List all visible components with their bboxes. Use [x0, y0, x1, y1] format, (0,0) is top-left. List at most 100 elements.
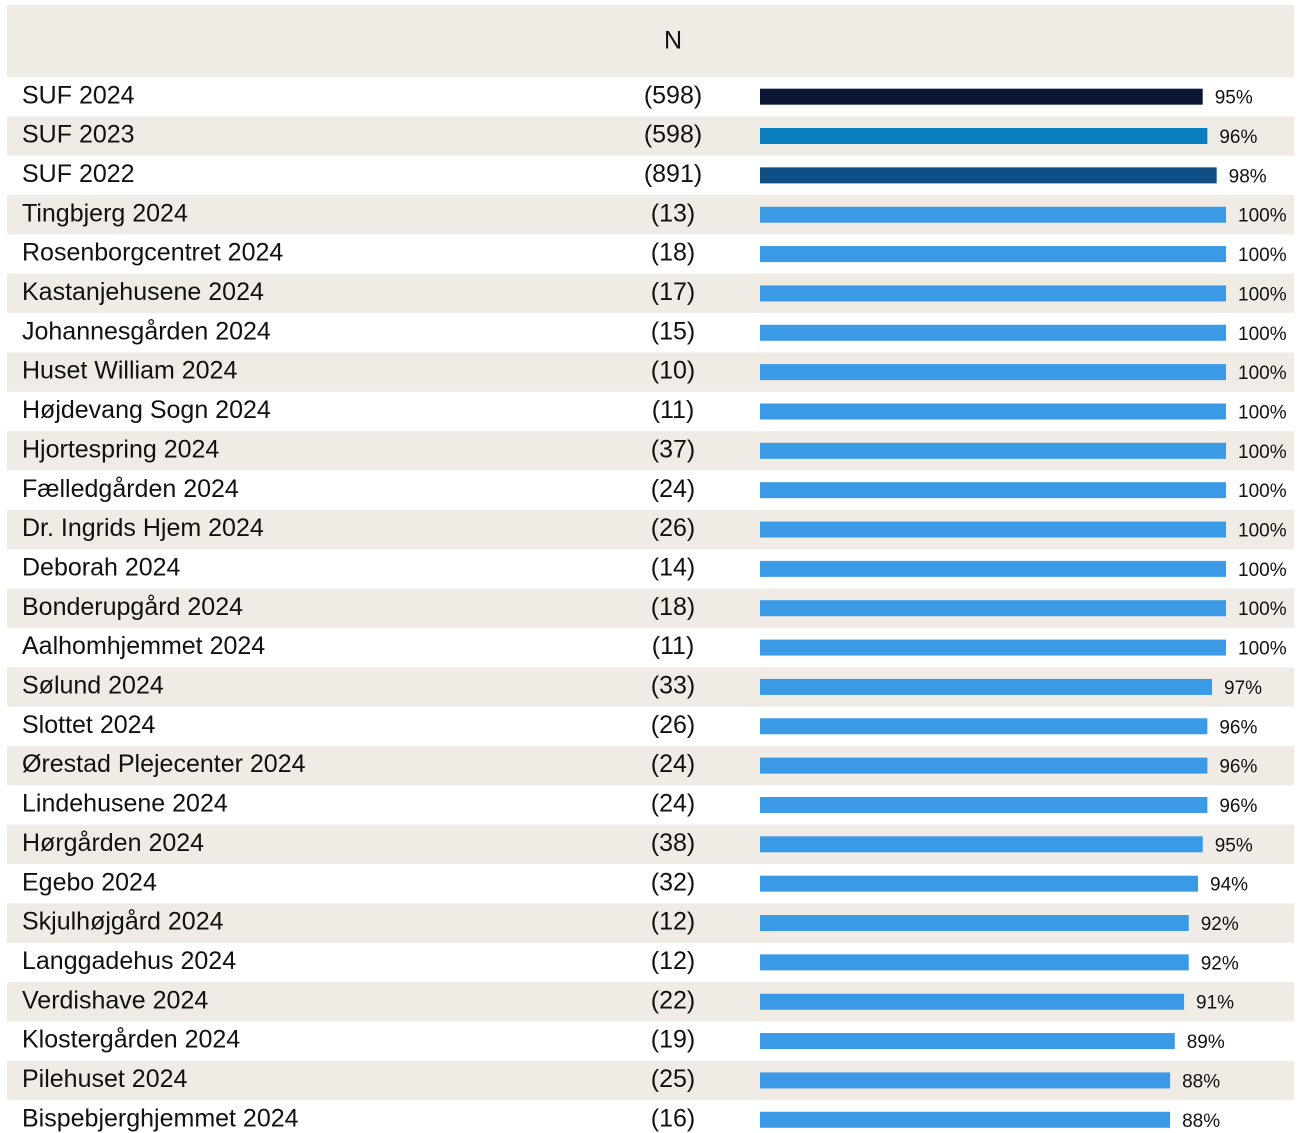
row-label: SUF 2022	[22, 160, 135, 188]
row-label: Skjulhøjgård 2024	[22, 908, 224, 936]
value-label: 95%	[1215, 835, 1253, 856]
row-label: Slottet 2024	[22, 711, 156, 739]
row-label: Johannesgården 2024	[22, 317, 271, 345]
bar	[760, 521, 1226, 538]
bar	[760, 1111, 1171, 1128]
n-label: (32)	[651, 868, 695, 896]
row-label: Hørgården 2024	[22, 829, 204, 857]
n-label: (12)	[651, 908, 695, 936]
value-label: 100%	[1238, 324, 1287, 345]
row-label: Hjortespring 2024	[22, 435, 219, 463]
bar	[760, 482, 1226, 499]
row-label: Pilehuset 2024	[22, 1065, 188, 1093]
bar	[760, 324, 1226, 341]
n-label: (26)	[651, 711, 695, 739]
value-label: 100%	[1238, 481, 1287, 502]
value-label: 96%	[1219, 757, 1257, 778]
row-label: Aalhomhjemmet 2024	[22, 632, 265, 660]
row-label: Ørestad Plejecenter 2024	[22, 750, 306, 778]
value-label: 100%	[1238, 639, 1287, 660]
bar	[760, 403, 1226, 420]
value-label: 88%	[1182, 1071, 1220, 1092]
value-label: 100%	[1238, 599, 1287, 620]
row-label: Bonderupgård 2024	[22, 593, 243, 621]
value-label: 100%	[1238, 363, 1287, 384]
value-label: 94%	[1210, 875, 1248, 896]
bar	[760, 875, 1199, 892]
value-label: 96%	[1219, 127, 1257, 148]
row-label: SUF 2024	[22, 81, 135, 109]
value-label: 100%	[1238, 402, 1287, 423]
value-label: 89%	[1187, 1032, 1225, 1053]
value-label: 100%	[1238, 521, 1287, 542]
n-label: (10)	[651, 357, 695, 385]
row-label: Langgadehus 2024	[22, 947, 236, 975]
n-label: (37)	[651, 435, 695, 463]
value-label: 100%	[1238, 442, 1287, 463]
n-label: (11)	[652, 632, 695, 660]
value-label: 100%	[1238, 284, 1287, 305]
bar	[760, 915, 1189, 932]
value-label: 97%	[1224, 678, 1262, 699]
bar	[760, 718, 1208, 735]
row-label: Sølund 2024	[22, 672, 164, 700]
n-label: (25)	[651, 1065, 695, 1093]
n-label: (26)	[651, 514, 695, 542]
n-label: (33)	[651, 672, 695, 700]
bar	[760, 639, 1226, 656]
bar	[760, 167, 1217, 184]
bar	[760, 128, 1208, 145]
n-label: (22)	[651, 986, 695, 1014]
n-label: (891)	[644, 160, 702, 188]
bar	[760, 993, 1185, 1010]
n-label: (598)	[644, 121, 702, 149]
bar	[760, 954, 1189, 971]
n-label: (24)	[651, 790, 695, 818]
value-label: 92%	[1201, 953, 1239, 974]
value-label: 96%	[1219, 796, 1257, 817]
row-label: Lindehusene 2024	[22, 790, 228, 818]
row-label: Kastanjehusene 2024	[22, 278, 264, 306]
bar	[760, 285, 1226, 302]
bar	[760, 1033, 1175, 1050]
bar	[760, 600, 1226, 617]
n-label: (18)	[651, 239, 695, 267]
n-label: (598)	[644, 81, 702, 109]
bar	[760, 836, 1203, 853]
value-label: 100%	[1238, 560, 1287, 581]
n-label: (16)	[651, 1104, 695, 1132]
n-label: (15)	[651, 317, 695, 345]
n-label: (38)	[651, 829, 695, 857]
bar	[760, 757, 1208, 774]
value-label: 91%	[1196, 993, 1234, 1014]
bar	[760, 364, 1226, 381]
n-label: (13)	[651, 199, 695, 227]
bar	[760, 560, 1226, 577]
row-label: Dr. Ingrids Hjem 2024	[22, 514, 264, 542]
n-header: N	[664, 27, 682, 55]
bar	[760, 442, 1226, 459]
row-label: SUF 2023	[22, 121, 135, 149]
row-label: Huset William 2024	[22, 357, 237, 385]
row-label: Rosenborgcentret 2024	[22, 239, 283, 267]
n-label: (19)	[651, 1026, 695, 1054]
row-label: Egebo 2024	[22, 868, 157, 896]
n-label: (11)	[652, 396, 695, 424]
row-label: Højdevang Sogn 2024	[22, 396, 271, 424]
value-label: 100%	[1238, 206, 1287, 227]
bar	[760, 88, 1203, 105]
row-label: Tingbjerg 2024	[22, 199, 188, 227]
bar	[760, 206, 1226, 223]
value-label: 88%	[1182, 1111, 1220, 1132]
row-label: Verdishave 2024	[22, 986, 208, 1014]
n-label: (12)	[651, 947, 695, 975]
bar	[760, 678, 1213, 695]
row-label: Bispebjerghjemmet 2024	[22, 1104, 299, 1132]
bar	[760, 246, 1226, 263]
value-label: 98%	[1229, 166, 1267, 187]
bar	[760, 796, 1208, 813]
row-label: Klostergården 2024	[22, 1026, 240, 1054]
row-label: Deborah 2024	[22, 553, 181, 581]
value-label: 95%	[1215, 88, 1253, 109]
value-label: 96%	[1219, 717, 1257, 738]
